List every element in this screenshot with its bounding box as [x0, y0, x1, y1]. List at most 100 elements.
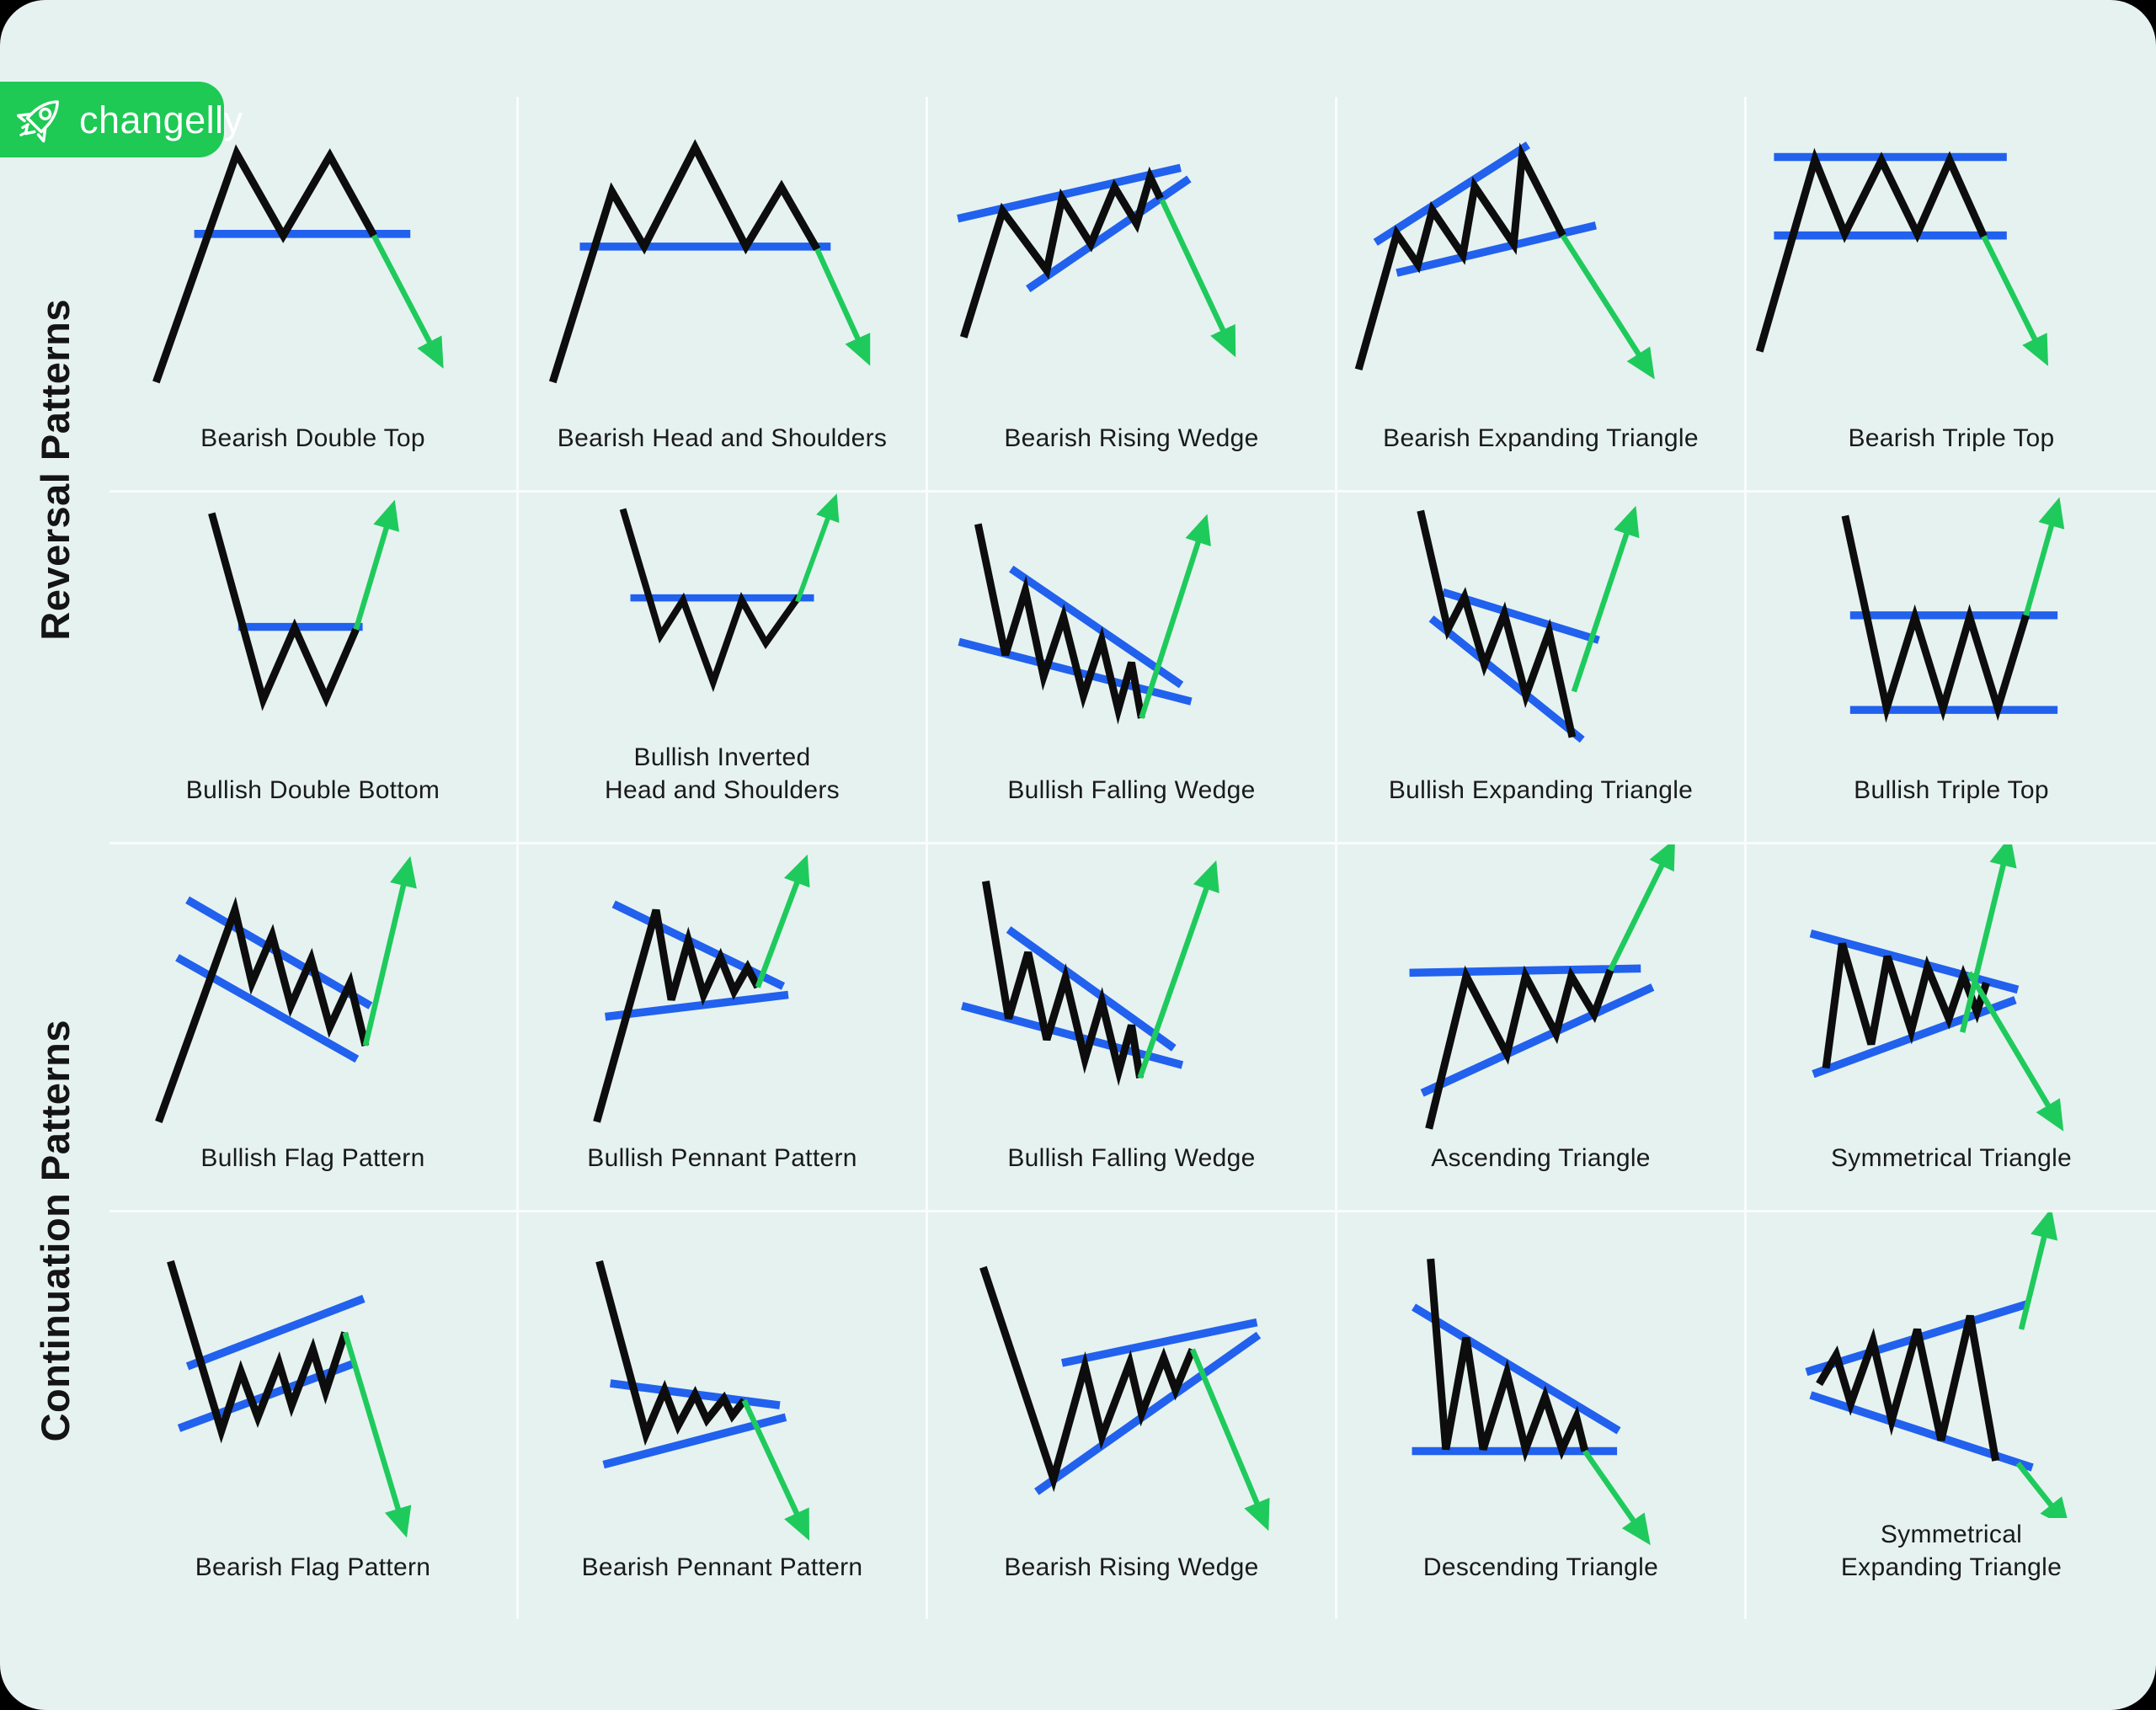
- price-line: [1755, 147, 1988, 353]
- breakout-arrow-down: [371, 234, 444, 369]
- breakout-arrow-down: [2015, 1461, 2070, 1518]
- price-line: [959, 166, 1164, 338]
- price-line: [593, 908, 761, 1123]
- price-line: [1417, 509, 1577, 738]
- pattern-figure-descending-triangle: [1412, 1258, 1651, 1546]
- pattern-figure-bullish-inverted-head-and-shoulders: [619, 493, 840, 693]
- trend-line: [1412, 1303, 1621, 1435]
- price-line: [1841, 514, 2030, 723]
- pattern-grid-continuation: Bullish Flag Pattern Bullish Pennant Patt…: [109, 842, 2156, 1619]
- pattern-card-bullish-double-bottom: Bullish Double Bottom: [109, 493, 519, 842]
- pattern-figure-bullish-falling-wedge-reversal: [958, 514, 1211, 725]
- price-line: [595, 1260, 748, 1446]
- rocket-icon: [16, 92, 69, 148]
- pattern-card-bearish-pennant-pattern: Bearish Pennant Pattern: [519, 1212, 928, 1619]
- price-line: [1425, 965, 1614, 1130]
- breakout-arrow-down: [814, 248, 871, 366]
- pattern-card-bullish-expanding-triangle: Bullish Expanding Triangle: [1337, 493, 1747, 842]
- pattern-label: Ascending Triangle: [1431, 1144, 1651, 1172]
- price-line: [167, 1260, 350, 1444]
- trend-line: [1373, 141, 1530, 246]
- pattern-label: Bullish Falling Wedge: [1007, 1144, 1256, 1172]
- pattern-figure-bearish-expanding-triangle: [1354, 141, 1655, 380]
- pattern-label: Bullish Double Bottom: [185, 776, 440, 804]
- pattern-label: Bullish Pennant Pattern: [587, 1144, 857, 1172]
- pattern-figure-bullish-falling-wedge-continuation: [961, 860, 1219, 1087]
- breakout-arrow-up: [1137, 860, 1219, 1079]
- section-label-reversal-patterns: Reversal Patterns: [32, 298, 77, 641]
- section-label-continuation-patterns: Continuation Patterns: [32, 1019, 77, 1442]
- pattern-card-bullish-triple-top: Bullish Triple Top: [1747, 493, 2156, 842]
- breakout-arrow-up: [2023, 497, 2065, 616]
- trend-line: [175, 954, 360, 1063]
- pattern-figure-bearish-pennant-pattern: [595, 1260, 809, 1541]
- breakout-arrow-down: [1560, 234, 1655, 380]
- price-line: [1427, 1258, 1589, 1462]
- price-line: [1816, 1314, 2000, 1462]
- pattern-label: Bullish Triple Top: [1854, 776, 2049, 804]
- pattern-label: Bearish Rising Wedge: [1004, 1553, 1259, 1581]
- breakout-arrow-up: [1959, 844, 2017, 1033]
- pattern-figure-bearish-head-and-shoulders: [548, 139, 871, 384]
- pattern-label: Bearish Expanding Triangle: [1383, 424, 1699, 452]
- trend-line: [1009, 565, 1184, 689]
- price-line: [619, 508, 802, 693]
- trend-line: [957, 163, 1182, 223]
- pattern-figure-bearish-double-top: [152, 144, 444, 384]
- pattern-card-symmetrical-triangle: Symmetrical Triangle: [1747, 844, 2156, 1212]
- price-line: [974, 523, 1145, 725]
- changelly-logo: changelly: [0, 82, 243, 157]
- pattern-figure-bullish-expanding-triangle: [1417, 505, 1640, 743]
- price-line: [1354, 142, 1566, 371]
- section-rail: Continuation Patterns: [0, 842, 109, 1619]
- price-line: [152, 144, 377, 384]
- patterns-board: Reversal Patterns Bearish Double Top Bear…: [0, 97, 2156, 1619]
- trend-line: [1812, 996, 2017, 1079]
- pattern-card-bullish-falling-wedge-reversal: Bullish Falling Wedge: [928, 493, 1337, 842]
- trend-line: [1061, 1318, 1258, 1367]
- pattern-label: Bullish Expanding Triangle: [1388, 776, 1694, 804]
- pattern-card-bearish-rising-wedge-continuation: Bearish Rising Wedge: [928, 1212, 1337, 1619]
- trend-line: [1034, 1331, 1262, 1495]
- trend-line: [1809, 1391, 2034, 1472]
- pattern-figure-bearish-flag-pattern: [167, 1260, 412, 1538]
- breakout-arrow-down: [741, 1398, 809, 1541]
- breakout-arrow-up: [1139, 514, 1211, 719]
- pattern-figure-symmetrical-expanding-triangle: [1805, 1212, 2070, 1518]
- pattern-label: Symmetrical Expanding Triangle: [1840, 1521, 2063, 1581]
- breakout-arrow-down: [342, 1331, 412, 1538]
- pattern-card-bullish-falling-wedge-continuation: Bullish Falling Wedge: [928, 844, 1337, 1212]
- section-continuation-patterns: Continuation Patterns Bullish Flag Patte…: [0, 842, 2156, 1619]
- pattern-label: Symmetrical Triangle: [1830, 1144, 2073, 1172]
- section-rail: Reversal Patterns: [0, 97, 109, 842]
- pattern-figure-bearish-triple-top: [1755, 147, 2048, 366]
- pattern-label: Bearish Rising Wedge: [1004, 424, 1259, 452]
- breakout-arrow-down: [1967, 971, 2064, 1132]
- pattern-label: Bullish Flag Pattern: [200, 1144, 425, 1172]
- pattern-figure-bearish-rising-wedge-continuation: [979, 1265, 1270, 1532]
- pattern-grid-reversal: Bearish Double Top Bearish Head and Shoul…: [109, 97, 2156, 842]
- pattern-card-bullish-flag-pattern: Bullish Flag Pattern: [109, 844, 519, 1212]
- breakout-arrow-up: [2018, 1212, 2058, 1330]
- pattern-label: Bullish Falling Wedge: [1007, 776, 1256, 804]
- pattern-label: Bearish Triple Top: [1848, 424, 2055, 452]
- breakout-arrow-up: [1571, 505, 1640, 693]
- changelly-wordmark: changelly: [79, 98, 243, 141]
- pattern-card-bullish-pennant-pattern: Bullish Pennant Pattern: [519, 844, 928, 1212]
- pattern-label: Descending Triangle: [1422, 1553, 1659, 1581]
- breakout-arrow-up: [795, 493, 840, 603]
- section-reversal-patterns: Reversal Patterns Bearish Double Top Bear…: [0, 97, 2156, 842]
- pattern-card-bearish-triple-top: Bearish Triple Top: [1747, 97, 2156, 493]
- breakout-arrow-up: [353, 499, 399, 631]
- pattern-figure-ascending-triangle: [1409, 844, 1675, 1130]
- breakout-arrow-up: [1608, 844, 1675, 972]
- breakout-arrow-down: [1189, 1348, 1270, 1532]
- trend-line: [611, 900, 786, 990]
- trend-line: [1006, 926, 1177, 1052]
- pattern-label: Bearish Pennant Pattern: [581, 1553, 863, 1581]
- breakout-arrow-down: [1981, 235, 2048, 366]
- pattern-label: Bearish Head and Shoulders: [557, 424, 888, 452]
- pattern-card-bearish-expanding-triangle: Bearish Expanding Triangle: [1337, 97, 1747, 493]
- pattern-card-symmetrical-expanding-triangle: Symmetrical Expanding Triangle: [1747, 1212, 2156, 1619]
- price-line: [208, 512, 360, 711]
